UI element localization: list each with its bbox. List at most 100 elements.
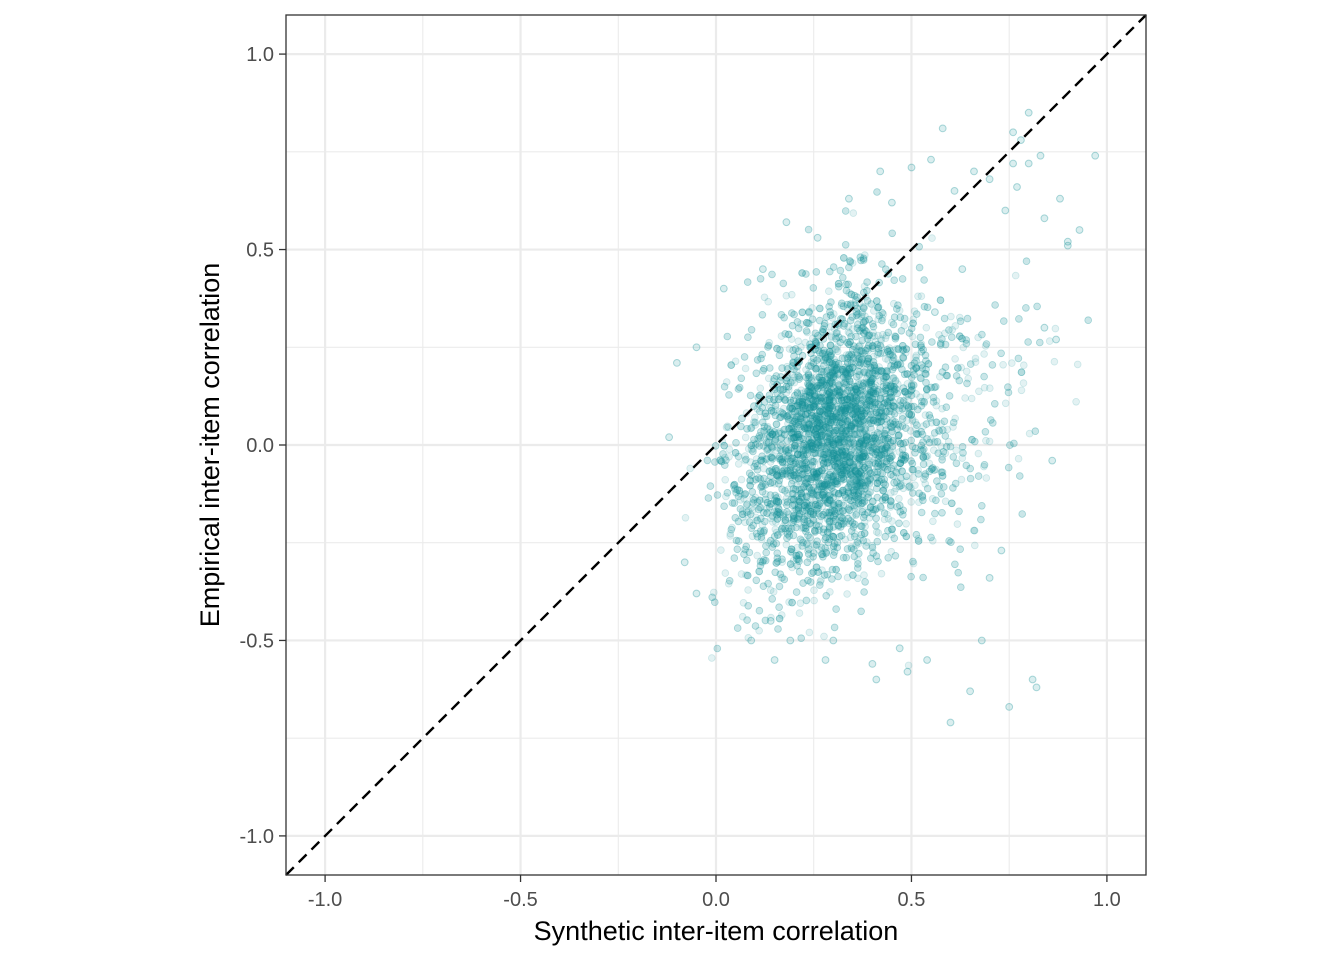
scatter-point bbox=[901, 348, 910, 357]
scatter-point bbox=[821, 448, 830, 457]
scatter-point bbox=[838, 447, 846, 456]
scatter-point bbox=[740, 353, 749, 361]
scatter-point bbox=[842, 351, 851, 359]
scatter-point bbox=[726, 532, 734, 540]
scatter-point bbox=[856, 482, 865, 490]
scatter-point bbox=[779, 511, 788, 520]
scatter-point bbox=[903, 392, 911, 400]
scatter-point bbox=[812, 373, 821, 381]
scatter-point bbox=[862, 542, 870, 550]
scatter-point bbox=[903, 477, 911, 485]
scatter-point bbox=[861, 312, 869, 321]
scatter-point bbox=[810, 540, 818, 548]
scatter-point bbox=[725, 452, 733, 461]
scatter-point bbox=[827, 374, 836, 382]
scatter-point bbox=[763, 422, 772, 431]
scatter-point bbox=[834, 465, 842, 473]
scatter-point bbox=[760, 517, 769, 526]
scatter-point bbox=[863, 371, 872, 380]
scatter-point bbox=[758, 310, 767, 319]
scatter-point bbox=[841, 378, 850, 386]
scatter-point bbox=[839, 439, 848, 448]
scatter-point bbox=[928, 494, 937, 503]
scatter-point bbox=[784, 447, 793, 456]
scatter-point bbox=[837, 433, 845, 442]
scatter-point bbox=[856, 534, 864, 543]
scatter-point bbox=[852, 348, 861, 357]
scatter-point bbox=[807, 442, 816, 451]
scatter-point bbox=[847, 492, 856, 500]
scatter-point bbox=[922, 420, 931, 428]
scatter-point bbox=[842, 280, 850, 289]
scatter-point bbox=[845, 194, 853, 203]
scatter-point bbox=[823, 491, 831, 500]
scatter-point bbox=[891, 332, 899, 340]
scatter-point bbox=[916, 333, 925, 342]
scatter-point bbox=[865, 456, 874, 465]
scatter-point bbox=[818, 410, 827, 419]
scatter-point bbox=[839, 466, 848, 475]
scatter-point bbox=[891, 334, 900, 343]
scatter-point bbox=[752, 455, 761, 463]
scatter-point bbox=[970, 526, 979, 535]
scatter-point bbox=[860, 425, 868, 434]
scatter-point bbox=[820, 470, 828, 478]
scatter-point bbox=[823, 481, 832, 490]
scatter-point bbox=[876, 436, 884, 445]
scatter-point bbox=[822, 591, 830, 600]
scatter-point bbox=[834, 381, 843, 389]
scatter-point bbox=[770, 656, 779, 664]
scatter-point bbox=[746, 510, 755, 519]
scatter-point bbox=[804, 463, 813, 472]
scatter-point bbox=[980, 383, 989, 392]
scatter-point bbox=[892, 305, 901, 313]
scatter-point bbox=[796, 412, 804, 421]
scatter-point bbox=[859, 403, 867, 412]
scatter-point bbox=[956, 583, 965, 591]
scatter-point bbox=[1001, 399, 1010, 408]
scatter-point bbox=[878, 432, 886, 441]
scatter-point bbox=[854, 539, 863, 548]
scatter-point bbox=[1045, 337, 1054, 345]
scatter-point bbox=[857, 607, 865, 616]
scatter-point bbox=[751, 622, 760, 630]
scatter-point bbox=[728, 523, 736, 532]
scatter-point bbox=[826, 432, 834, 440]
scatter-point bbox=[855, 370, 863, 379]
scatter-point bbox=[841, 462, 850, 471]
scatter-point bbox=[940, 314, 949, 323]
scatter-point bbox=[745, 548, 754, 557]
scatter-point bbox=[827, 298, 835, 306]
scatter-point bbox=[879, 412, 888, 421]
scatter-point bbox=[748, 488, 757, 496]
scatter-point bbox=[752, 369, 761, 378]
scatter-point bbox=[811, 365, 820, 373]
scatter-point bbox=[860, 571, 868, 579]
scatter-point bbox=[763, 431, 772, 440]
scatter-point bbox=[952, 446, 960, 455]
scatter-point bbox=[1072, 397, 1080, 406]
scatter-point bbox=[707, 654, 716, 662]
scatter-point bbox=[848, 259, 857, 267]
scatter-point bbox=[774, 503, 782, 512]
scatter-point bbox=[869, 366, 877, 375]
scatter-point bbox=[817, 396, 825, 405]
scatter-point bbox=[760, 412, 769, 421]
scatter-point bbox=[822, 508, 830, 517]
scatter-point bbox=[848, 353, 856, 361]
scatter-point bbox=[828, 446, 836, 455]
scatter-point bbox=[906, 427, 915, 435]
scatter-point bbox=[842, 451, 851, 459]
scatter-point bbox=[835, 513, 844, 521]
scatter-point bbox=[801, 387, 810, 396]
scatter-point bbox=[937, 489, 946, 498]
scatter-point bbox=[744, 601, 752, 610]
scatter-point bbox=[915, 498, 923, 507]
scatter-point bbox=[797, 343, 805, 351]
scatter-point bbox=[778, 558, 786, 566]
scatter-point bbox=[827, 438, 836, 447]
scatter-point bbox=[787, 545, 796, 553]
scatter-point bbox=[888, 229, 896, 238]
scatter-point bbox=[799, 446, 808, 455]
scatter-point bbox=[871, 381, 880, 390]
